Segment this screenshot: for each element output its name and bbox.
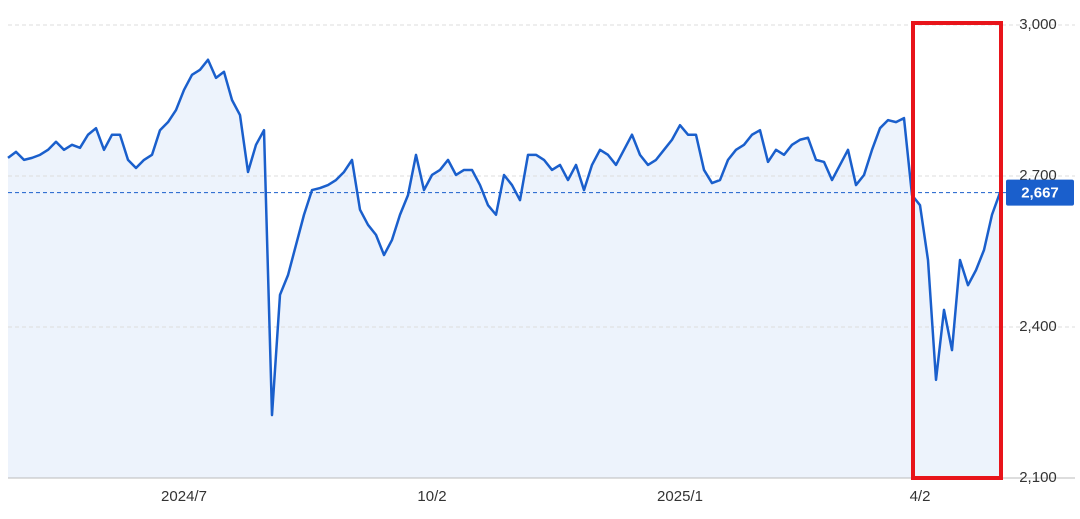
last-value-label: 2,667 <box>1021 185 1059 202</box>
last-value-box <box>1006 179 1074 206</box>
line-layer <box>7 58 1002 417</box>
x-tick-label: 4/2 <box>910 488 931 505</box>
y-tick-label: 2,100 <box>1019 469 1057 486</box>
grid-layer <box>8 24 1075 479</box>
line <box>7 58 1002 417</box>
y-tick-label: 2,400 <box>1019 318 1057 335</box>
fill-layer <box>8 59 1000 478</box>
highlight-box <box>911 21 1003 480</box>
x-tick-label: 2024/7 <box>161 488 207 505</box>
y-tick-label: 3,000 <box>1019 16 1057 33</box>
area <box>8 59 1000 478</box>
x-tick-label: 2025/1 <box>657 488 703 505</box>
x-tick-label: 10/2 <box>417 488 446 505</box>
